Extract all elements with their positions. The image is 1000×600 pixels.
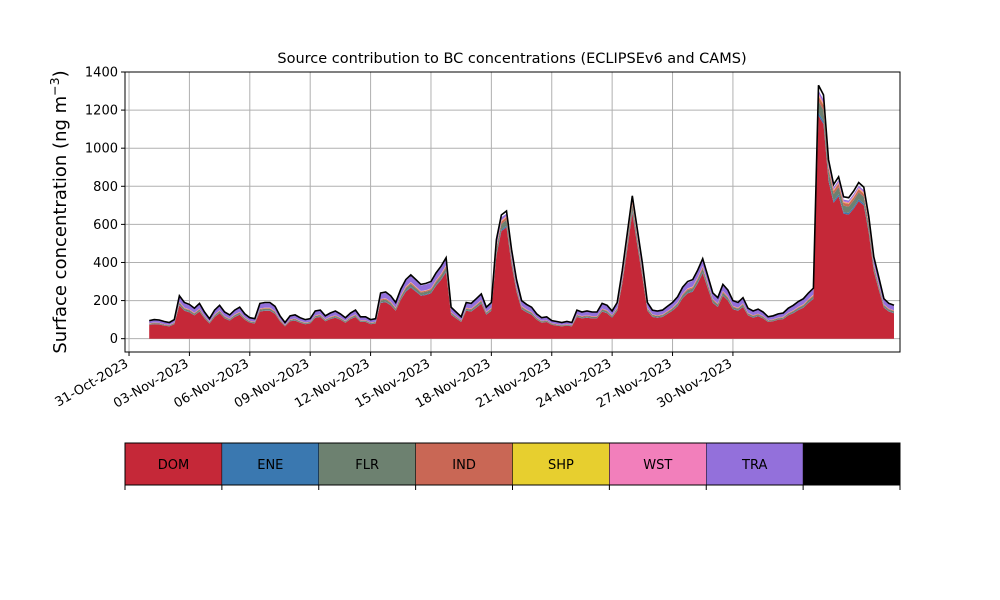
legend-label-shp: SHP <box>548 458 574 473</box>
legend-swatch-ind <box>415 442 513 486</box>
y-axis-label-superscript: −3 <box>47 77 62 95</box>
plot-frame <box>124 71 901 353</box>
chart-title: Source contribution to BC concentrations… <box>277 51 746 67</box>
legend-label-dom: DOM <box>158 458 189 473</box>
y-tick-label: 1200 <box>85 104 118 119</box>
y-tick-label: 400 <box>93 256 118 271</box>
stacked-area-series <box>149 84 895 339</box>
legend-label-wst: WST <box>643 458 672 473</box>
y-tick-label: 1000 <box>85 142 118 157</box>
plot-area: 0 200 400 600 800 1000 1200 1400 31-Oct-202303-… <box>53 66 901 411</box>
legend-swatch-flr <box>318 442 416 486</box>
y-axis: 0 200 400 600 800 1000 1200 1400 <box>85 66 125 347</box>
legend-label-ind: IND <box>452 458 476 473</box>
source-colorbar-legend: DOM ENE FLR IND SHP WST TRA BB <box>124 442 901 490</box>
legend-label-tra: TRA <box>741 458 767 473</box>
x-axis: 31-Oct-202303-Nov-202306-Nov-202309-Nov-… <box>53 352 735 411</box>
legend-swatch-ene <box>221 442 319 486</box>
legend-label-bb: BB <box>843 458 861 473</box>
legend-swatch-shp <box>512 442 610 486</box>
line-total-bb <box>149 84 895 324</box>
legend-swatch-tra <box>706 442 804 486</box>
legend-swatch-bb <box>802 442 901 486</box>
y-tick-label: 0 <box>110 332 118 347</box>
y-axis-label-main: Surface concentration (ng m <box>50 96 71 354</box>
y-tick-label: 600 <box>93 218 118 233</box>
y-axis-label-close: ) <box>50 70 71 77</box>
legend-label-ene: ENE <box>257 458 283 473</box>
legend-label-flr: FLR <box>355 458 379 473</box>
area-dom <box>149 115 894 339</box>
legend-swatch-dom <box>124 442 223 486</box>
y-tick-label: 800 <box>93 180 118 195</box>
y-tick-label: 200 <box>93 294 118 309</box>
y-axis-label: Surface concentration (ng m−3) <box>47 70 71 353</box>
y-tick-label: 1400 <box>85 66 118 81</box>
